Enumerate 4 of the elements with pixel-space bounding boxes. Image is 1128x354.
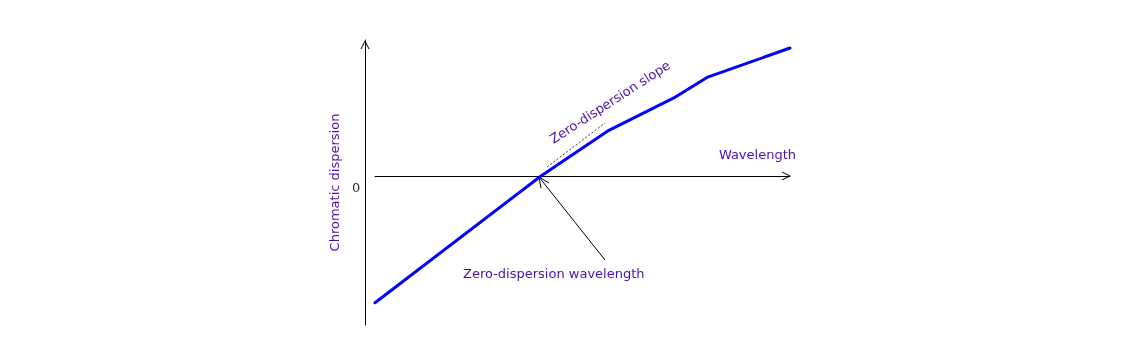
x-axis-title: Wavelength [718,147,797,162]
y-axis-title: Chromatic dispersion [327,113,342,252]
text: 0 [352,180,361,195]
annotation: Zero-dispersion wavelength [463,266,645,281]
